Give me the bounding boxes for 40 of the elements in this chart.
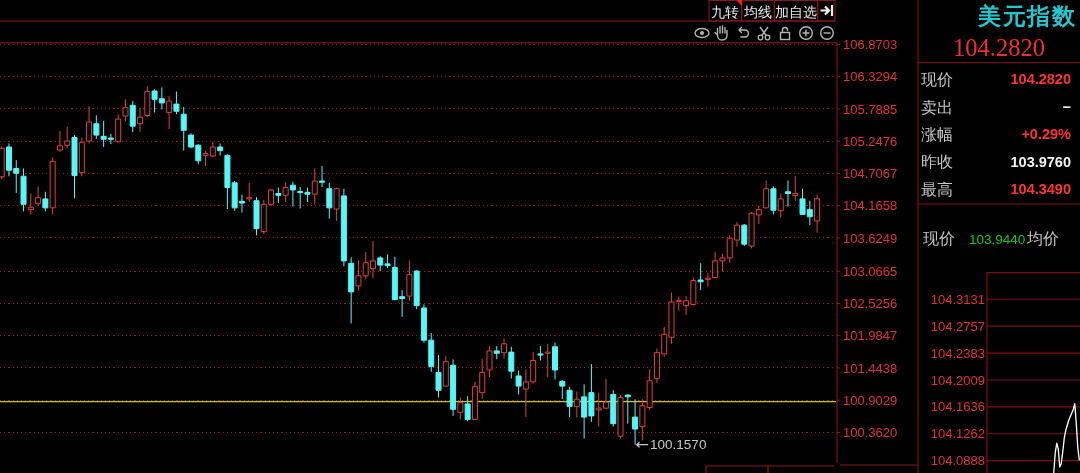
y-tick-label: 100.9029	[843, 392, 898, 408]
text: 美元指数	[977, 2, 1076, 29]
y-tick-label: 104.7067	[843, 166, 898, 182]
text: 昨收	[921, 153, 953, 171]
y-tick-label: 103.0665	[843, 263, 898, 279]
annotation: 100.1570	[650, 437, 707, 453]
text: 103.9440	[969, 232, 1026, 247]
y-tick-label: 100.3620	[843, 425, 898, 441]
y-tick-label: 104.1262	[930, 426, 985, 442]
text: 最高	[921, 180, 953, 198]
y-tick-label: 106.8703	[843, 37, 898, 53]
y-tick-label: 101.4438	[843, 360, 898, 376]
text: 104.3490	[1010, 181, 1071, 197]
text: −	[1062, 99, 1071, 116]
y-tick-label: 106.3294	[843, 69, 898, 85]
y-tick-label: 104.2757	[930, 318, 985, 334]
text: 103.9760	[1010, 153, 1071, 170]
text: 现价	[921, 70, 953, 88]
text: 均线	[743, 4, 772, 20]
text: 104.2820	[1010, 71, 1071, 87]
text: 涨幅	[921, 125, 953, 143]
y-tick-label: 104.2009	[930, 372, 985, 388]
line-series	[1053, 403, 1080, 473]
y-tick-label: 104.0888	[930, 453, 985, 469]
text: 现价	[923, 230, 955, 247]
y-tick-label: 103.6249	[843, 230, 898, 246]
y-tick-label: 102.5256	[843, 296, 898, 312]
y-tick-label: 104.2383	[930, 345, 985, 361]
y-tick-label: 104.3131	[930, 291, 985, 307]
text: +0.29%	[1021, 126, 1072, 143]
text: 卖出	[921, 98, 953, 116]
y-tick-label: 101.9847	[843, 328, 898, 344]
y-tick-label: 104.1658	[843, 198, 898, 214]
y-tick-label: 105.2476	[843, 133, 898, 149]
y-tick-label: 104.1636	[930, 399, 985, 415]
text: 均价	[1026, 230, 1059, 247]
text: 加自选	[775, 4, 817, 20]
text: 九转	[711, 4, 740, 20]
text: 104.2820	[953, 33, 1045, 61]
y-tick-label: 105.7885	[843, 101, 898, 117]
